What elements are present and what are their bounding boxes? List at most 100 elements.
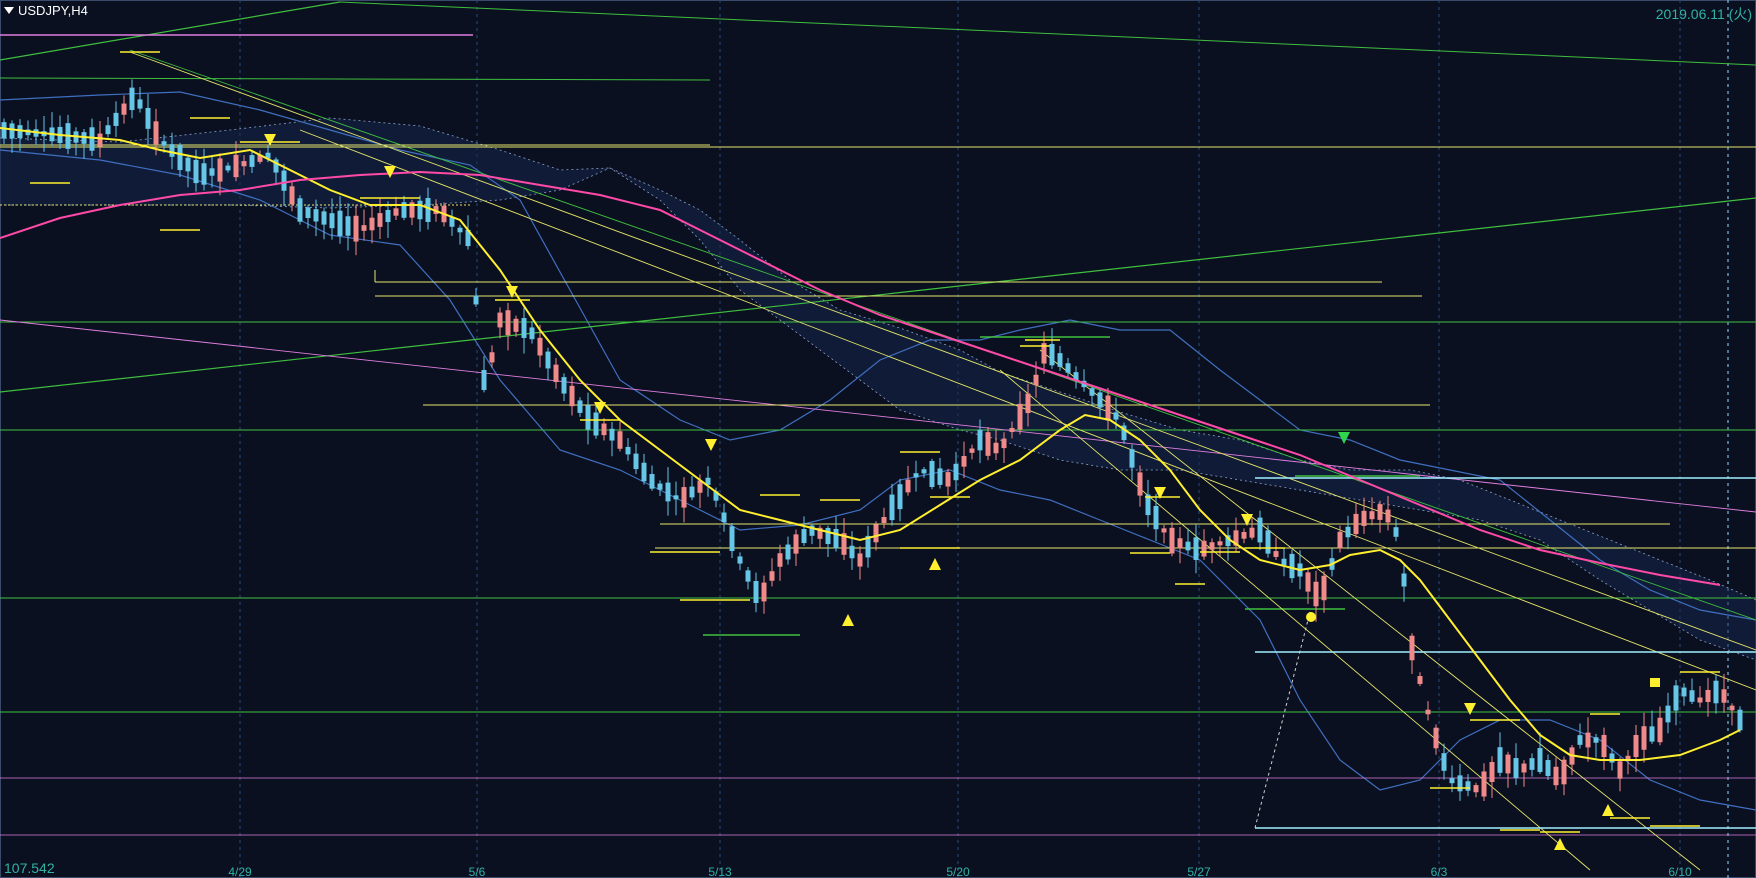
chevron-down-icon[interactable] xyxy=(4,7,14,14)
candle-body xyxy=(1593,737,1599,743)
candle-body xyxy=(1105,395,1111,421)
candle-body xyxy=(1665,705,1671,723)
candle-body xyxy=(1257,517,1263,543)
candle-body xyxy=(1305,572,1311,592)
candle-body xyxy=(1017,403,1023,430)
candle-body xyxy=(681,487,687,508)
candle-body xyxy=(569,385,575,407)
tick-label-6: 6/10 xyxy=(1668,865,1692,878)
tick-label-4: 5/27 xyxy=(1187,865,1211,878)
candle-body xyxy=(273,159,279,173)
candle-body xyxy=(353,215,359,242)
candle-body xyxy=(145,107,151,129)
candle-body xyxy=(385,209,391,223)
candle-body xyxy=(225,165,231,171)
candle-body xyxy=(1137,472,1143,496)
candle-body xyxy=(689,486,695,498)
yellow-trend-1 xyxy=(129,51,1756,651)
up-arrow-icon xyxy=(1602,804,1614,816)
candle-body xyxy=(1161,528,1167,533)
candle-body xyxy=(945,472,951,487)
tick-label-1: 5/6 xyxy=(469,865,486,878)
candle-body xyxy=(889,494,895,521)
green-hline-1 xyxy=(0,77,711,81)
candle-body xyxy=(721,512,727,523)
candle-body xyxy=(1489,762,1495,782)
up-arrow-icon xyxy=(842,614,854,626)
candle-body xyxy=(1633,734,1639,758)
candle-body xyxy=(1713,680,1719,704)
candle-body xyxy=(121,103,127,115)
candle-body xyxy=(593,412,599,436)
candle-body xyxy=(633,453,639,470)
candle-body xyxy=(1609,753,1615,763)
candle-body xyxy=(617,431,623,449)
price-label: 107.542 xyxy=(4,860,55,876)
candle-body xyxy=(1545,760,1551,776)
candle-body xyxy=(17,125,23,139)
candles xyxy=(1,79,1743,802)
candle-body xyxy=(241,161,247,167)
tick-label-5: 6/3 xyxy=(1431,865,1448,878)
candle-body xyxy=(1009,427,1015,433)
candle-body xyxy=(1601,734,1607,758)
square-marker-icon xyxy=(1650,678,1660,687)
candle-body xyxy=(377,213,383,227)
candle-body xyxy=(361,225,367,231)
candle-body xyxy=(1449,778,1455,784)
candle-body xyxy=(1649,726,1655,742)
candle-body xyxy=(1129,449,1135,468)
lower-band xyxy=(0,149,1756,811)
candle-body xyxy=(233,154,239,178)
candle-body xyxy=(625,446,631,455)
candle-body xyxy=(217,158,223,182)
down-arrow-icon xyxy=(705,439,717,451)
candle-body xyxy=(1033,374,1039,386)
candle-body xyxy=(449,217,455,227)
candle-body xyxy=(265,152,271,159)
candle-body xyxy=(665,482,671,502)
candle-body xyxy=(337,210,343,236)
candle-body xyxy=(537,337,543,356)
candle-body xyxy=(697,480,703,493)
candle-body xyxy=(673,495,679,500)
candle-body xyxy=(425,198,431,222)
candle-body xyxy=(745,570,751,582)
candle-body xyxy=(1265,530,1271,554)
candle-body xyxy=(777,553,783,567)
down-arrow-icon xyxy=(506,286,518,298)
candle-body xyxy=(977,429,983,451)
candle-body xyxy=(497,312,503,328)
candle-body xyxy=(857,553,863,567)
candle-body xyxy=(985,432,991,456)
candle-body xyxy=(1433,727,1439,749)
candle-body xyxy=(1089,388,1095,396)
candle-body xyxy=(1689,690,1695,702)
symbol-label[interactable]: USDJPY,H4 xyxy=(4,3,88,18)
candle-body xyxy=(729,526,735,552)
candle-body xyxy=(929,461,935,487)
candle-body xyxy=(1561,759,1567,785)
candle-body xyxy=(1697,697,1703,703)
candle-body xyxy=(1065,363,1071,373)
candle-body xyxy=(1537,748,1543,772)
upper-band xyxy=(0,91,1756,621)
candle-body xyxy=(1289,553,1295,579)
candle-body xyxy=(473,295,479,305)
candle-body xyxy=(1417,676,1423,684)
candle-body xyxy=(1385,509,1391,523)
candle-body xyxy=(753,581,759,603)
candle-body xyxy=(529,327,535,340)
candle-body xyxy=(153,121,159,145)
candle-body xyxy=(1473,785,1479,793)
candle-body xyxy=(1497,747,1503,773)
tick-label-3: 5/20 xyxy=(946,865,970,878)
yellow-trend-4 xyxy=(999,369,1591,871)
candle-body xyxy=(801,529,807,543)
candle-body xyxy=(1121,425,1127,441)
candle-body xyxy=(113,112,119,126)
candle-body xyxy=(1657,717,1663,743)
candle-body xyxy=(137,99,143,109)
